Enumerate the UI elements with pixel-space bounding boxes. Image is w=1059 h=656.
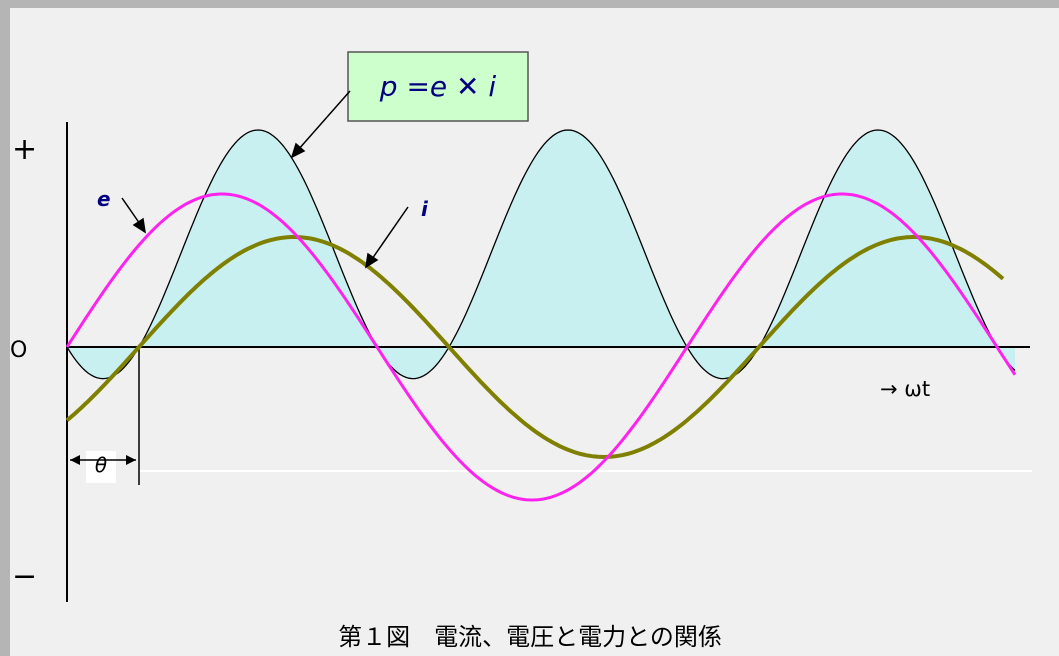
voltage-curve-e [65, 192, 1017, 502]
figure-caption: 第１図 電流、電圧と電力との関係 [338, 623, 722, 651]
theta-label: θ [95, 453, 107, 477]
frame-top-border [0, 0, 1059, 8]
frame-left-border [0, 0, 10, 656]
power-leader-arrowhead [290, 142, 306, 159]
e-leader-line [121, 197, 141, 225]
i-label: i [421, 197, 429, 221]
power-curve [66, 129, 1016, 380]
minus-label: − [12, 559, 37, 594]
theta-left-arrowhead [70, 455, 80, 465]
formula-box [347, 51, 529, 122]
zero-label: O [10, 338, 27, 363]
plus-label: + [12, 132, 37, 167]
current-curve-i [65, 235, 1005, 460]
i-leader-arrowhead [365, 252, 379, 269]
omega-t-label: → ωt [880, 377, 930, 401]
formula-text: p =e ✕ i [379, 70, 497, 103]
i-leader-line [371, 206, 409, 260]
power-leader-line [297, 90, 351, 151]
e-label: e [97, 187, 111, 211]
power-curve-fill [67, 130, 1015, 379]
theta-dimension: θ [70, 451, 136, 483]
theta-right-arrowhead [126, 455, 136, 465]
theta-label-background [86, 451, 116, 483]
e-leader-arrowhead [132, 217, 146, 234]
